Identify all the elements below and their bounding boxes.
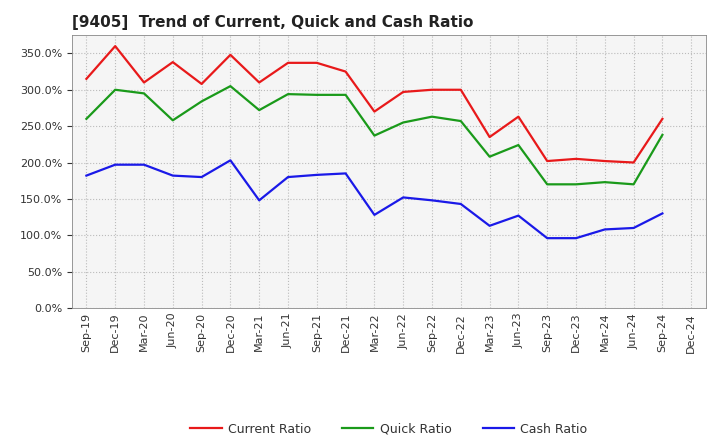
Quick Ratio — [485, 154, 494, 159]
Current Ratio — [111, 44, 120, 49]
Cash Ratio — [629, 225, 638, 231]
Quick Ratio — [514, 143, 523, 148]
Quick Ratio — [543, 182, 552, 187]
Cash Ratio — [312, 172, 321, 177]
Line: Quick Ratio: Quick Ratio — [86, 86, 662, 184]
Cash Ratio — [485, 223, 494, 228]
Cash Ratio — [399, 195, 408, 200]
Quick Ratio — [629, 182, 638, 187]
Quick Ratio — [312, 92, 321, 98]
Current Ratio — [255, 80, 264, 85]
Quick Ratio — [428, 114, 436, 119]
Quick Ratio — [168, 117, 177, 123]
Current Ratio — [82, 76, 91, 81]
Current Ratio — [284, 60, 292, 66]
Line: Current Ratio: Current Ratio — [86, 46, 662, 162]
Current Ratio — [140, 80, 148, 85]
Quick Ratio — [255, 107, 264, 113]
Current Ratio — [456, 87, 465, 92]
Cash Ratio — [168, 173, 177, 178]
Quick Ratio — [370, 133, 379, 138]
Quick Ratio — [82, 116, 91, 121]
Cash Ratio — [111, 162, 120, 167]
Current Ratio — [514, 114, 523, 119]
Cash Ratio — [226, 158, 235, 163]
Current Ratio — [399, 89, 408, 95]
Cash Ratio — [456, 202, 465, 207]
Line: Cash Ratio: Cash Ratio — [86, 160, 662, 238]
Text: [9405]  Trend of Current, Quick and Cash Ratio: [9405] Trend of Current, Quick and Cash … — [72, 15, 473, 30]
Current Ratio — [543, 158, 552, 164]
Cash Ratio — [514, 213, 523, 218]
Current Ratio — [485, 134, 494, 139]
Cash Ratio — [600, 227, 609, 232]
Quick Ratio — [284, 92, 292, 97]
Cash Ratio — [341, 171, 350, 176]
Quick Ratio — [226, 84, 235, 89]
Current Ratio — [428, 87, 436, 92]
Cash Ratio — [284, 174, 292, 180]
Current Ratio — [370, 109, 379, 114]
Current Ratio — [197, 81, 206, 87]
Quick Ratio — [456, 118, 465, 124]
Current Ratio — [658, 116, 667, 121]
Current Ratio — [341, 69, 350, 74]
Quick Ratio — [399, 120, 408, 125]
Cash Ratio — [370, 212, 379, 217]
Current Ratio — [312, 60, 321, 66]
Current Ratio — [629, 160, 638, 165]
Quick Ratio — [658, 132, 667, 138]
Cash Ratio — [197, 174, 206, 180]
Cash Ratio — [255, 198, 264, 203]
Quick Ratio — [111, 87, 120, 92]
Quick Ratio — [572, 182, 580, 187]
Quick Ratio — [600, 180, 609, 185]
Cash Ratio — [140, 162, 148, 167]
Current Ratio — [226, 52, 235, 58]
Current Ratio — [572, 156, 580, 161]
Quick Ratio — [197, 99, 206, 104]
Cash Ratio — [428, 198, 436, 203]
Cash Ratio — [658, 211, 667, 216]
Quick Ratio — [341, 92, 350, 98]
Quick Ratio — [140, 91, 148, 96]
Cash Ratio — [572, 235, 580, 241]
Current Ratio — [168, 59, 177, 65]
Legend: Current Ratio, Quick Ratio, Cash Ratio: Current Ratio, Quick Ratio, Cash Ratio — [185, 418, 593, 440]
Cash Ratio — [82, 173, 91, 178]
Current Ratio — [600, 158, 609, 164]
Cash Ratio — [543, 235, 552, 241]
